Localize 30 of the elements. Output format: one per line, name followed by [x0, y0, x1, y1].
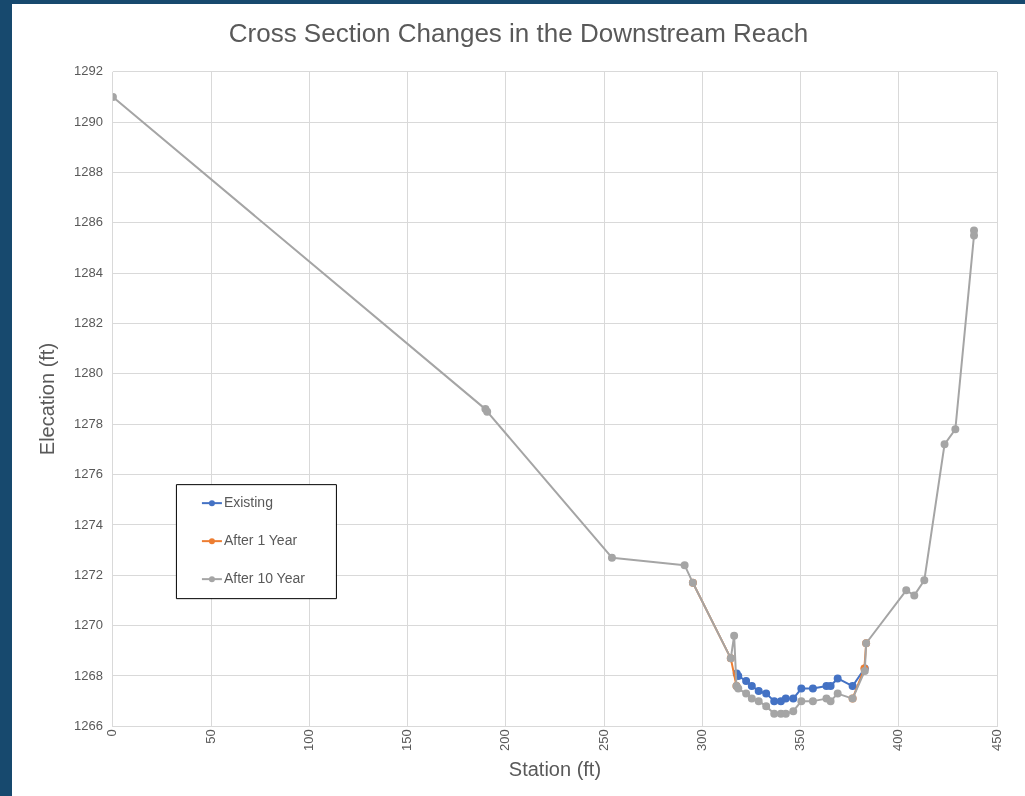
x-tick-label: 0 [104, 729, 120, 737]
x-tick-label: 150 [399, 729, 415, 752]
x-tick-label: 200 [497, 729, 513, 752]
legend-label: After 1 Year [223, 532, 298, 548]
y-tick-label: 1280 [74, 365, 103, 381]
x-tick-label: 100 [300, 729, 316, 752]
y-tick-label: 1274 [74, 516, 103, 532]
y-tick-label: 1288 [74, 164, 103, 180]
y-tick-label: 1292 [74, 63, 103, 79]
legend-label: After 10 Year [223, 570, 306, 586]
x-tick-label: 50 [202, 729, 218, 744]
y-axis-title: Elecation (ft) [35, 342, 58, 456]
legend-label: Existing [223, 494, 273, 510]
x-tick-label: 450 [988, 729, 1004, 752]
y-tick-label: 1278 [74, 415, 103, 431]
x-axis-title: Station (ft) [508, 757, 602, 780]
x-tick-label: 300 [693, 729, 709, 752]
x-tick-label: 350 [792, 729, 808, 752]
y-tick-label: 1284 [74, 264, 103, 280]
x-tick-label: 250 [595, 729, 611, 752]
chart-title: Cross Section Changes in the Downstream Reach [227, 18, 810, 49]
y-tick-label: 1286 [74, 214, 103, 230]
y-tick-label: 1282 [74, 315, 103, 331]
y-tick-label: 1266 [74, 717, 103, 733]
y-tick-label: 1276 [74, 466, 103, 482]
y-tick-label: 1270 [74, 617, 103, 633]
y-tick-label: 1290 [74, 113, 103, 129]
x-tick-label: 400 [890, 729, 906, 752]
y-tick-label: 1272 [74, 566, 103, 582]
y-tick-label: 1268 [74, 667, 103, 683]
